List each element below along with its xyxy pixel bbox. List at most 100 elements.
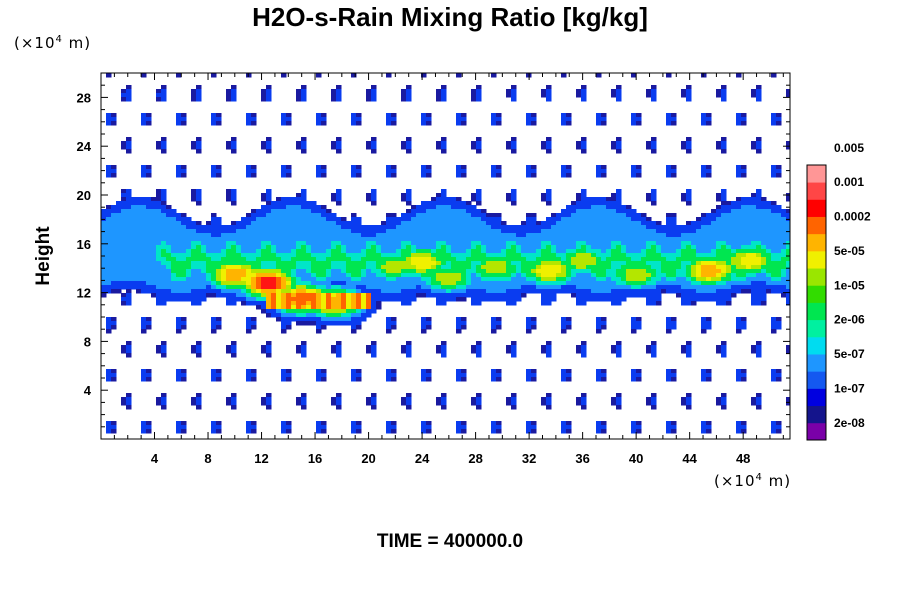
contour-cell [331, 193, 337, 198]
contour-cell [371, 93, 377, 98]
contour-cell [231, 149, 237, 154]
contour-cell [226, 257, 232, 262]
contour-cell [216, 425, 222, 430]
contour-cell [356, 425, 362, 430]
contour-cell [331, 273, 337, 278]
contour-cell [706, 245, 712, 250]
contour-cell [771, 165, 777, 170]
contour-cell [281, 209, 287, 214]
contour-cell [396, 261, 402, 266]
contour-cell [321, 249, 327, 254]
contour-cell [101, 245, 107, 250]
contour-cell [341, 233, 347, 238]
contour-cell [321, 285, 327, 290]
contour-cell [301, 393, 307, 398]
contour-cell [436, 345, 442, 350]
contour-cell [601, 317, 607, 322]
contour-cell [321, 257, 327, 262]
contour-cell [476, 241, 482, 246]
colorbar-label: 2e-06 [834, 313, 865, 327]
contour-cell [191, 93, 197, 98]
contour-cell [546, 245, 552, 250]
contour-cell [526, 245, 532, 250]
contour-cell [581, 249, 587, 254]
contour-cell [346, 297, 352, 302]
contour-cell [136, 225, 142, 230]
contour-cell [321, 205, 327, 210]
contour-cell [701, 429, 707, 434]
contour-cell [661, 265, 667, 270]
contour-cell [661, 237, 667, 242]
contour-cell [721, 201, 727, 206]
contour-cell [691, 241, 697, 246]
contour-cell [236, 273, 242, 278]
contour-cell [316, 285, 322, 290]
contour-cell [546, 141, 552, 146]
contour-cell [441, 265, 447, 270]
contour-cell [666, 269, 672, 274]
contour-cell [471, 233, 477, 238]
contour-cell [441, 137, 447, 142]
contour-cell [716, 261, 722, 266]
contour-cell [456, 377, 462, 382]
contour-cell [746, 241, 752, 246]
contour-cell [541, 197, 547, 202]
contour-cell [611, 225, 617, 230]
contour-cell [231, 397, 237, 402]
contour-cell [336, 261, 342, 266]
contour-cell [466, 245, 472, 250]
contour-cell [346, 245, 352, 250]
contour-cell [336, 293, 342, 298]
contour-cell [476, 137, 482, 142]
contour-cell [756, 229, 762, 234]
contour-cell [116, 225, 122, 230]
contour-cell [446, 221, 452, 226]
contour-cell [671, 121, 677, 126]
contour-cell [316, 313, 322, 318]
contour-cell [376, 273, 382, 278]
contour-cell [186, 217, 192, 222]
contour-cell [131, 197, 137, 202]
contour-cell [246, 277, 252, 282]
contour-cell [726, 233, 732, 238]
contour-cell [206, 281, 212, 286]
contour-cell [721, 265, 727, 270]
contour-cell [196, 241, 202, 246]
contour-cell [726, 217, 732, 222]
contour-cell [141, 369, 147, 374]
contour-cell [501, 273, 507, 278]
contour-cell [601, 273, 607, 278]
contour-cell [406, 237, 412, 242]
contour-cell [631, 249, 637, 254]
contour-cell [396, 229, 402, 234]
contour-cell [701, 165, 707, 170]
contour-cell [316, 229, 322, 234]
contour-cell [406, 281, 412, 286]
contour-cell [191, 225, 197, 230]
contour-cell [591, 245, 597, 250]
contour-cell [776, 273, 782, 278]
contour-cell [651, 397, 657, 402]
contour-cell [116, 261, 122, 266]
contour-cell [421, 421, 427, 426]
contour-cell [296, 281, 302, 286]
contour-cell [506, 253, 512, 258]
contour-cell [721, 401, 727, 406]
contour-cell [541, 301, 547, 306]
colorbar-swatch [807, 250, 826, 269]
contour-cell [431, 213, 437, 218]
contour-cell [546, 201, 552, 206]
contour-cell [216, 173, 222, 178]
contour-cell [266, 237, 272, 242]
contour-cell [546, 285, 552, 290]
contour-cell [316, 257, 322, 262]
contour-cell [266, 145, 272, 150]
contour-cell [281, 221, 287, 226]
contour-cell [751, 209, 757, 214]
contour-cell [556, 213, 562, 218]
contour-cell [736, 421, 742, 426]
contour-cell [291, 241, 297, 246]
contour-cell [596, 285, 602, 290]
contour-cell [446, 229, 452, 234]
contour-cell [171, 297, 177, 302]
